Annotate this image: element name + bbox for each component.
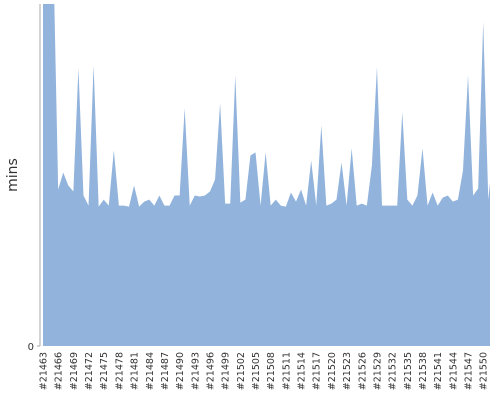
x-tick-label: #21547	[464, 352, 475, 390]
x-tick-label: #21517	[312, 352, 323, 390]
x-tick-label: #21463	[39, 352, 50, 390]
x-tick-label: #21502	[236, 352, 247, 390]
x-tick-label: #21529	[372, 352, 383, 390]
x-tick-label: #21505	[251, 352, 262, 390]
x-tick-label: #21466	[54, 352, 65, 390]
x-tick-label: #21499	[221, 352, 232, 390]
x-tick-label: #21523	[342, 352, 353, 390]
x-tick-label: #21478	[114, 352, 125, 390]
x-tick-label: #21481	[130, 352, 141, 390]
x-tick-label: #21535	[403, 352, 414, 390]
x-tick-label: #21475	[99, 352, 110, 390]
x-tick-label: #21514	[297, 352, 308, 390]
x-tick-label: #21511	[281, 352, 292, 390]
x-tick-label: #21487	[160, 352, 171, 390]
x-tick-label: #21493	[190, 352, 201, 390]
x-tick-label: #21490	[175, 352, 186, 390]
y-tick-label: 0	[28, 342, 34, 353]
x-tick-label: #21544	[448, 352, 459, 390]
y-axis-label: mins	[5, 158, 21, 192]
x-tick-label: #21550	[479, 352, 490, 390]
x-tick-label: #21520	[327, 352, 338, 390]
x-tick-label: #21469	[69, 352, 80, 390]
x-tick-label: #21484	[145, 352, 156, 390]
x-tick-label: #21472	[84, 352, 95, 390]
x-tick-label: #21526	[357, 352, 368, 390]
x-tick-label: #21508	[266, 352, 277, 390]
x-tick-label: #21496	[205, 352, 216, 390]
x-tick-label: #21541	[433, 352, 444, 390]
area	[43, 4, 490, 346]
x-tick-label: #21532	[388, 352, 399, 390]
x-tick-label: #21538	[418, 352, 429, 390]
